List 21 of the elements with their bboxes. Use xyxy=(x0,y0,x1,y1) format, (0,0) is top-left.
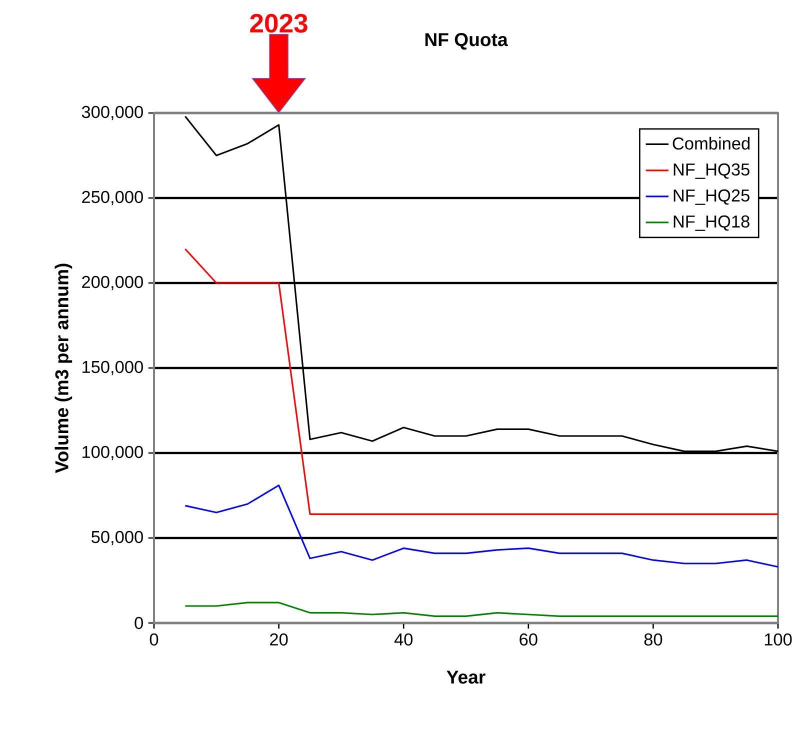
x-axis-title: Year xyxy=(446,670,486,684)
x-tick-label: 40 xyxy=(394,633,413,646)
y-tick-label: 0 xyxy=(134,616,143,630)
y-tick-label: 150,000 xyxy=(82,360,143,376)
legend-label: NF_HQ25 xyxy=(674,189,750,205)
y-tick-label: 250,000 xyxy=(82,190,143,206)
x-tick-label: 0 xyxy=(150,633,158,646)
y-tick-label: 200,000 xyxy=(82,276,143,290)
y-axis-title: Volume (m3 per annum) xyxy=(54,264,72,474)
x-tick-label: 20 xyxy=(270,633,288,646)
chart-title: NF Quota xyxy=(425,33,508,50)
y-tick-label: 300,000 xyxy=(82,106,143,120)
x-tick-label: 100 xyxy=(764,633,792,646)
legend-label: Combined xyxy=(672,136,750,150)
y-tick-label: 100,000 xyxy=(82,446,143,460)
x-tick-label: 60 xyxy=(520,633,538,646)
legend-label: NF_HQ35 xyxy=(674,163,750,179)
legend-label: NF_HQ18 xyxy=(674,215,750,231)
y-tick-label: 50,000 xyxy=(92,530,143,546)
text: 2023 xyxy=(250,14,308,33)
x-tick-label: 80 xyxy=(644,633,662,646)
